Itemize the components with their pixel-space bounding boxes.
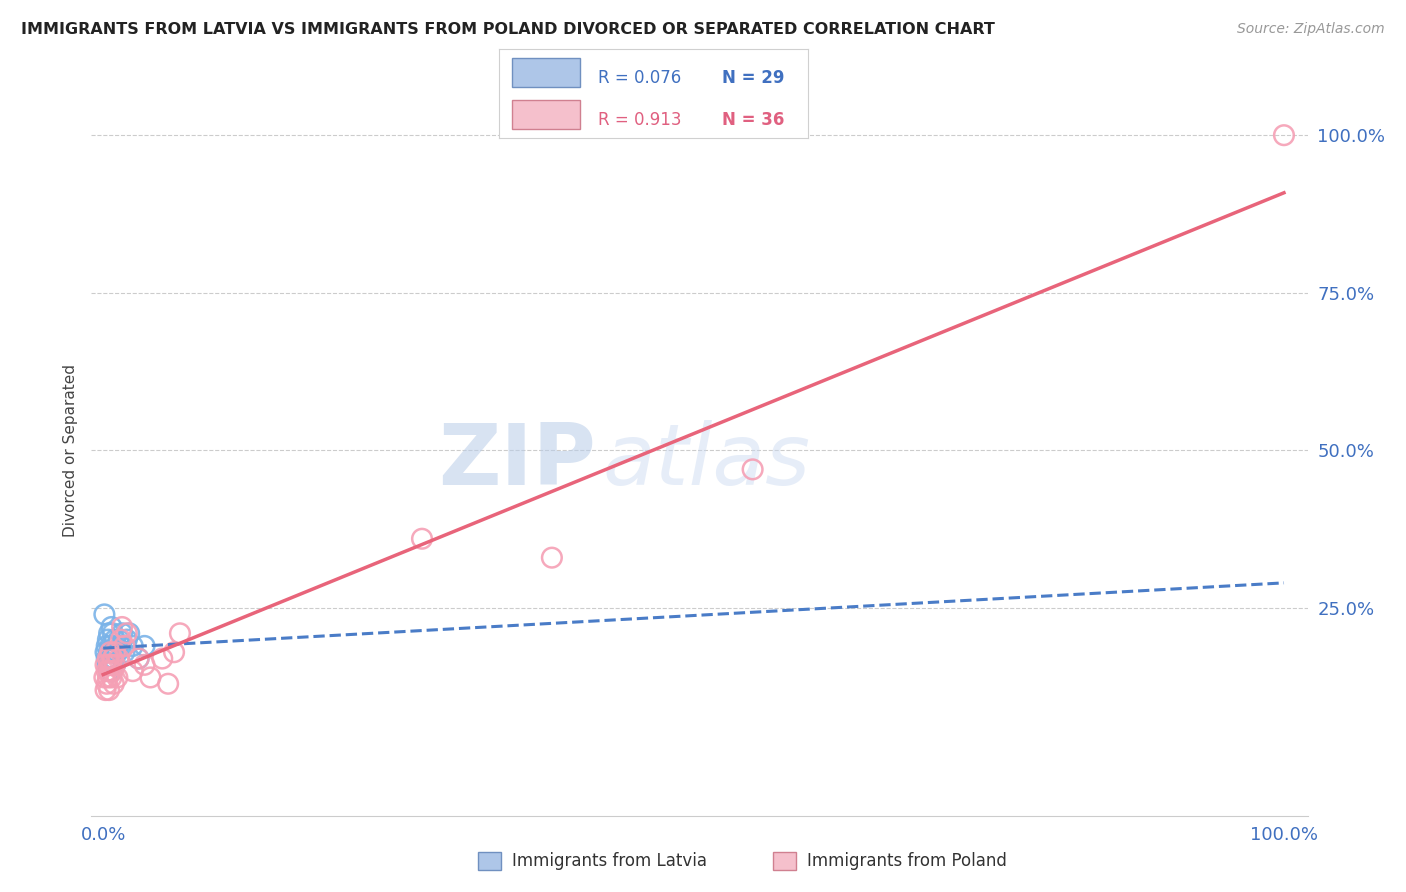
Point [110,632,132,647]
Text: N = 36: N = 36 [721,112,785,129]
Point [97,632,120,647]
Point [111,620,134,634]
Point [103,677,125,691]
Point [96,664,118,678]
Bar [512,100,579,129]
Point [100,657,122,672]
Point [101,645,124,659]
Point [107,632,129,647]
Point [100,664,122,678]
Point [163,645,186,659]
Text: N = 29: N = 29 [721,70,785,87]
Point [94,657,117,672]
Point [104,645,127,659]
Point [98,645,121,659]
Point [111,626,134,640]
Point [411,532,433,546]
Point [98,645,121,659]
Point [110,639,132,653]
Point [114,639,136,653]
Point [115,626,138,640]
Point [105,645,128,659]
Point [104,632,127,647]
Point [98,639,121,653]
Text: Source: ZipAtlas.com: Source: ZipAtlas.com [1237,22,1385,37]
Point [98,651,121,665]
Point [103,651,125,665]
Point [128,651,150,665]
Point [169,626,191,640]
Point [121,664,143,678]
Point [98,683,121,698]
Point [134,639,156,653]
Point [96,639,118,653]
Point [93,670,115,684]
Point [94,683,117,698]
Point [741,462,763,476]
Point [93,607,115,622]
Bar [512,58,579,87]
Point [107,651,129,665]
Point [94,645,117,659]
Point [128,651,150,665]
Point [101,651,124,665]
Point [104,657,127,672]
Text: atlas: atlas [602,420,810,503]
Point [100,620,122,634]
Text: Immigrants from Latvia: Immigrants from Latvia [512,852,707,870]
Point [97,651,120,665]
Point [97,657,120,672]
Point [115,632,138,647]
Point [98,664,121,678]
Point [97,670,120,684]
Point [96,677,118,691]
Point [105,639,128,653]
Point [150,651,173,665]
Point [121,639,143,653]
Point [100,670,122,684]
Point [96,651,118,665]
Point [118,626,141,640]
Text: Immigrants from Poland: Immigrants from Poland [807,852,1007,870]
Point [98,626,121,640]
Point [101,626,124,640]
Point [101,664,124,678]
Point [114,645,136,659]
Point [139,670,162,684]
Point [98,657,121,672]
Point [1272,128,1295,143]
Point [157,677,180,691]
Point [134,657,156,672]
Text: R = 0.913: R = 0.913 [598,112,682,129]
Text: R = 0.076: R = 0.076 [598,70,682,87]
Text: ZIP: ZIP [439,420,596,503]
Point [104,657,127,672]
Text: IMMIGRANTS FROM LATVIA VS IMMIGRANTS FROM POLAND DIVORCED OR SEPARATED CORRELATI: IMMIGRANTS FROM LATVIA VS IMMIGRANTS FRO… [21,22,995,37]
Point [541,550,564,565]
Point [105,670,128,684]
Point [98,664,121,678]
Y-axis label: Divorced or Separated: Divorced or Separated [62,364,77,537]
